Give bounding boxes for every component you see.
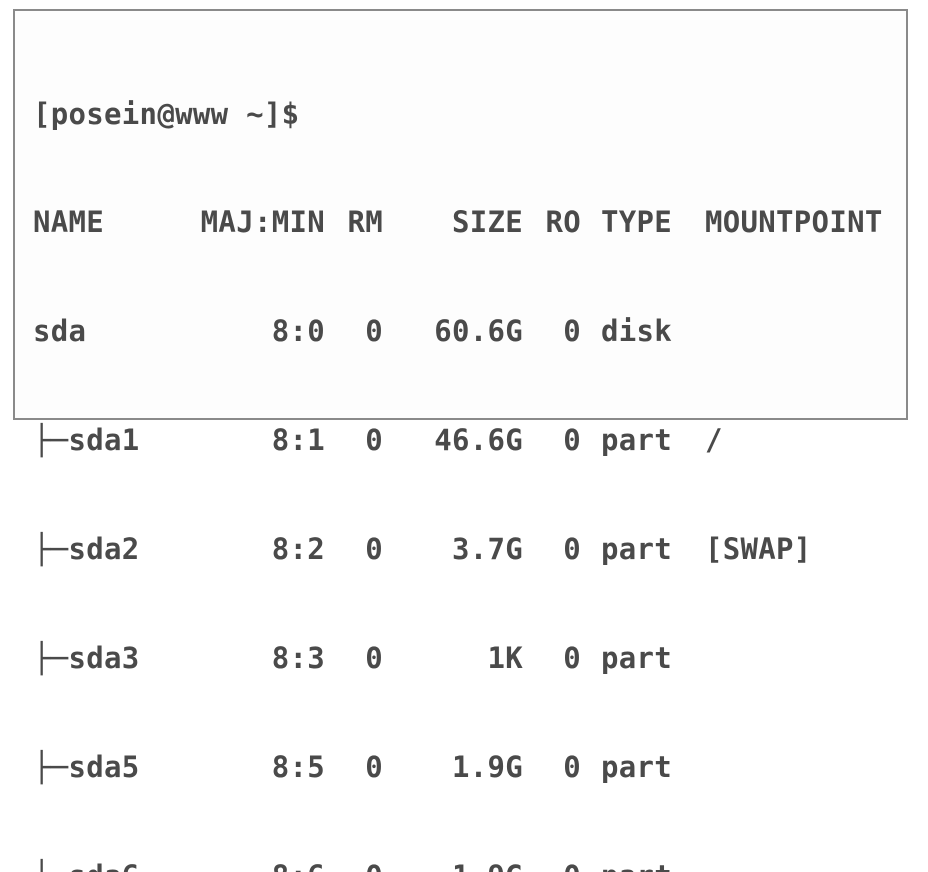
cell-type: part [601,749,673,784]
table-row: ├─sda2 8:2 0 3.7G 0 part [SWAP] [33,531,883,567]
cell-rm: 0 [365,532,383,567]
cell-name: ├─sda6 [33,858,175,872]
table-row: ├─sda5 8:5 0 1.9G 0 part [33,749,883,785]
cell-size: 1.9G [383,858,523,872]
cell-name: sda [33,314,87,349]
header-size: SIZE [451,205,523,240]
cell-size: 46.6G [434,423,523,458]
table-row: ├─sda3 8:3 0 1K 0 part [33,640,883,676]
cell-ro: 0 [563,314,581,349]
cell-majmin: 8:0 [271,314,325,349]
cell-rm: 0 [325,858,383,872]
cell-majmin: 8:3 [271,641,325,676]
terminal-window[interactable]: [posein@www ~]$ NAME MAJ:MIN RM SIZE RO TYPE M… [13,9,908,872]
header-rm: RM [347,205,383,240]
cell-name: ├─sda2 [33,532,140,567]
cell-ro: 0 [523,858,581,872]
terminal-output: [posein@www ~]$ NAME MAJ:MIN RM SIZE RO TYPE M… [33,23,883,872]
cell-mountpoint: [SWAP] [705,532,812,567]
cell-majmin: 8:1 [271,423,325,458]
cell-name: ├─sda3 [33,641,140,676]
table-row: ├─sda1 8:1 0 46.6G 0 part / [33,422,883,458]
cell-size: 60.6G [434,314,523,349]
cell-majmin: 8:5 [271,749,325,784]
cell-rm: 0 [365,641,383,676]
cell-ro: 0 [563,641,581,676]
header-ro: RO [545,205,581,240]
cell-ro: 0 [563,749,581,784]
cell-type: disk [601,314,673,349]
cell-type: part [601,641,673,676]
header-name: NAME [33,205,105,240]
cell-name: ├─sda5 [33,749,140,784]
cell-type: part [581,858,705,872]
cell-mountpoint: / [705,423,723,458]
cell-majmin: 8:2 [271,532,325,567]
header-mountpoint: MOUNTPOINT [705,205,883,240]
cell-rm: 0 [365,314,383,349]
cell-size: 1.9G [451,749,523,784]
shell-prompt-top: [posein@www ~]$ [33,96,300,131]
cell-ro: 0 [563,423,581,458]
table-row: sda 8:0 0 60.6G 0 disk [33,313,883,349]
cell-size: 1K [487,641,523,676]
header-type: TYPE [601,205,673,240]
cell-name: ├─sda1 [33,423,140,458]
cell-majmin: 8:6 [175,858,325,872]
cell-rm: 0 [365,749,383,784]
cell-type: part [601,532,673,567]
header-majmin: MAJ:MIN [200,205,325,240]
cell-size: 3.7G [451,532,523,567]
cell-ro: 0 [563,532,581,567]
cell-rm: 0 [365,423,383,458]
cell-type: part [601,423,673,458]
table-header-row: NAME MAJ:MIN RM SIZE RO TYPE MOUNTPOINT [33,204,883,240]
